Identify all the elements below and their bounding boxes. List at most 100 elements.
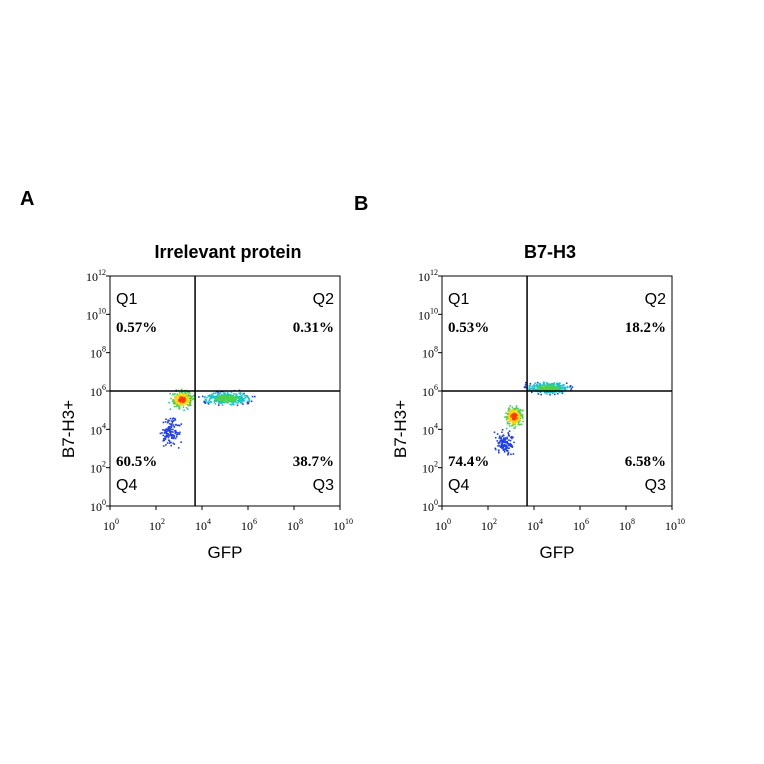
event-dot bbox=[541, 386, 544, 388]
event-dot bbox=[237, 402, 239, 404]
event-dot bbox=[514, 417, 517, 420]
event-dot bbox=[224, 396, 227, 398]
event-dot bbox=[215, 395, 218, 398]
x-tick-label: 106 bbox=[241, 517, 257, 533]
event-dot bbox=[211, 395, 214, 397]
event-dot bbox=[168, 426, 170, 428]
event-dot bbox=[179, 431, 181, 434]
event-dot bbox=[165, 432, 167, 434]
y-tick-base: 10 bbox=[90, 347, 102, 361]
event-dot bbox=[176, 404, 178, 406]
quadrant-percent-q3: 6.58% bbox=[625, 454, 666, 470]
event-dot bbox=[214, 402, 217, 405]
event-dot bbox=[234, 400, 237, 403]
event-dot bbox=[171, 420, 174, 423]
quadrant-name-q1: Q1 bbox=[448, 291, 469, 308]
x-tick-label: 104 bbox=[195, 517, 211, 533]
event-dot bbox=[517, 419, 519, 422]
event-dot bbox=[173, 425, 175, 428]
event-dot bbox=[528, 385, 530, 387]
event-dot bbox=[514, 411, 516, 414]
event-dot bbox=[186, 408, 189, 410]
event-dot bbox=[506, 421, 509, 423]
event-dot bbox=[499, 439, 502, 442]
event-dot bbox=[165, 428, 167, 430]
event-dot bbox=[179, 394, 181, 397]
event-dot bbox=[241, 395, 243, 397]
event-dot bbox=[224, 401, 226, 403]
event-dot bbox=[246, 402, 249, 405]
event-dot bbox=[539, 383, 541, 385]
event-dot bbox=[176, 403, 179, 405]
event-dot bbox=[508, 407, 510, 409]
event-dot bbox=[509, 422, 511, 425]
event-dot bbox=[179, 404, 182, 406]
event-dot bbox=[178, 433, 181, 435]
event-dot bbox=[241, 397, 243, 399]
event-dot bbox=[227, 402, 229, 404]
event-dot bbox=[504, 416, 506, 418]
event-dot bbox=[183, 409, 185, 412]
event-dot bbox=[220, 401, 222, 403]
event-dot bbox=[215, 400, 218, 403]
event-dot bbox=[223, 394, 226, 396]
event-dot bbox=[506, 438, 508, 440]
event-dot bbox=[164, 431, 166, 433]
y-tick-label: 1012 bbox=[418, 268, 438, 284]
event-dot bbox=[229, 395, 232, 397]
event-dot bbox=[240, 401, 243, 403]
event-dot bbox=[168, 419, 170, 422]
event-dot bbox=[170, 444, 172, 447]
event-dot bbox=[515, 415, 518, 417]
event-dot bbox=[222, 397, 224, 400]
event-dot bbox=[531, 391, 533, 394]
event-dot bbox=[541, 387, 544, 390]
event-dot bbox=[174, 402, 177, 405]
event-dot bbox=[513, 427, 516, 430]
y-tick-base: 10 bbox=[422, 347, 434, 361]
event-dot bbox=[223, 396, 225, 398]
event-dot bbox=[518, 411, 520, 413]
event-dot bbox=[506, 416, 508, 419]
event-dot bbox=[505, 449, 508, 451]
event-dot bbox=[543, 388, 545, 391]
event-dot bbox=[558, 383, 561, 386]
quadrant-name-q1: Q1 bbox=[116, 291, 137, 308]
event-dot bbox=[227, 397, 230, 399]
y-tick-label: 102 bbox=[90, 460, 106, 476]
event-dot bbox=[537, 389, 539, 391]
event-dot bbox=[509, 405, 511, 407]
event-dot bbox=[184, 398, 186, 400]
event-dot bbox=[553, 387, 556, 389]
x-tick-label: 100 bbox=[103, 517, 119, 533]
event-dot bbox=[502, 444, 505, 446]
event-dot bbox=[551, 392, 554, 395]
event-dot bbox=[521, 415, 524, 418]
event-dot bbox=[512, 417, 514, 420]
event-dot bbox=[171, 425, 173, 427]
event-dot bbox=[246, 395, 248, 397]
event-dot bbox=[221, 400, 224, 403]
x-tick-exponent: 8 bbox=[631, 517, 635, 526]
event-dot bbox=[500, 436, 502, 439]
event-dot bbox=[185, 401, 187, 403]
event-dot bbox=[500, 447, 503, 449]
event-dot bbox=[501, 431, 503, 434]
event-dot bbox=[232, 394, 234, 397]
event-dot bbox=[178, 424, 181, 427]
event-dot bbox=[231, 403, 233, 406]
event-dot bbox=[507, 412, 509, 415]
event-dot bbox=[499, 441, 501, 444]
event-dot bbox=[218, 402, 220, 404]
event-dot bbox=[235, 395, 237, 397]
event-dot bbox=[512, 424, 514, 426]
event-dot bbox=[223, 392, 225, 395]
event-dot bbox=[167, 436, 170, 439]
event-dot bbox=[512, 414, 514, 417]
event-dot bbox=[507, 442, 510, 445]
quadrant-percent-q2: 0.31% bbox=[293, 320, 334, 336]
event-dot bbox=[559, 382, 561, 384]
event-dot bbox=[568, 386, 571, 388]
event-dot bbox=[512, 436, 514, 439]
